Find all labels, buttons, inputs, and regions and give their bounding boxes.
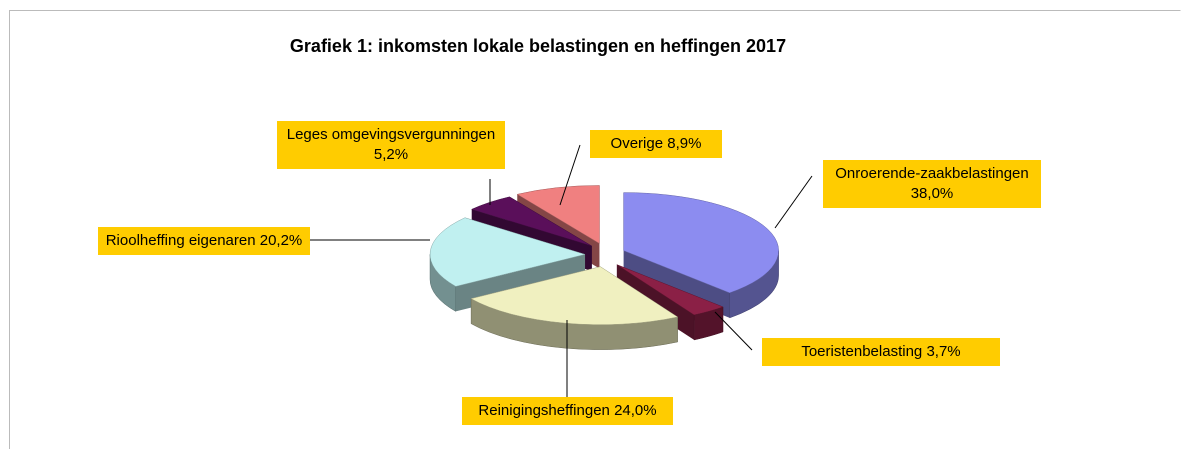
category-label: Rioolheffing eigenaren (105, 232, 256, 249)
data-label: Leges omgevingsvergunningen 5,2% (277, 121, 505, 169)
slice (470, 266, 679, 325)
value-label: 8,9% (667, 135, 702, 152)
category-label: Onroerende-zaakbelastingen (835, 165, 1029, 182)
value-label: 3,7% (926, 343, 961, 360)
value-label: 5,2% (373, 146, 409, 163)
leader-line (714, 311, 753, 351)
category-label: Leges omgevingsvergunningen (286, 126, 496, 143)
slice (516, 185, 600, 244)
data-label: Toeristenbelasting 3,7% (762, 338, 1000, 366)
leader-line (774, 175, 813, 229)
data-label: Rioolheffing eigenaren 20,2% (98, 227, 310, 255)
data-label: Onroerende-zaakbelastingen 38,0% (823, 160, 1041, 208)
slice (616, 264, 724, 316)
value-label: 24,0% (614, 402, 657, 419)
category-label: Toeristenbelasting (801, 343, 923, 360)
data-label: Overige 8,9% (590, 130, 722, 158)
data-label: Reinigingsheffingen 24,0% (462, 397, 673, 425)
value-label: 20,2% (259, 232, 303, 249)
frame (9, 10, 1181, 449)
slice (429, 217, 586, 287)
leader-line (559, 144, 581, 206)
category-label: Overige (610, 135, 664, 152)
category-label: Reinigingsheffingen (478, 402, 610, 419)
slice (623, 192, 779, 294)
slice (471, 196, 592, 247)
chart-title: Grafiek 1: inkomsten lokale belastingen … (289, 36, 787, 56)
value-label: 38,0% (910, 185, 954, 202)
